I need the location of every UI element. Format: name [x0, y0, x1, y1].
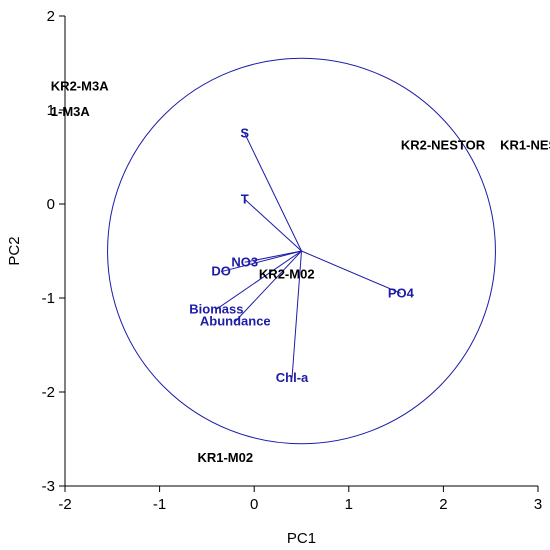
y-tick-label: 0 — [47, 196, 55, 213]
variable-vector — [244, 133, 302, 252]
correlation-circle-layer — [107, 57, 496, 445]
correlation-circle — [107, 57, 496, 445]
x-axis-title: PC1 — [287, 530, 316, 547]
variable-label: PO4 — [388, 285, 415, 300]
y-tick-label: -1 — [42, 290, 55, 307]
variable-vector — [234, 250, 302, 322]
variable-label: T — [241, 191, 249, 206]
x-tick-label: -1 — [153, 496, 166, 513]
x-tick-label: 1 — [345, 496, 353, 513]
variable-vector — [244, 198, 302, 252]
variable-label: Biomass — [189, 301, 243, 316]
sample-label: KR2-NESTOR — [401, 138, 486, 153]
x-tick-label: 0 — [250, 496, 258, 513]
variable-vector — [244, 250, 302, 263]
y-tick-label: 1 — [47, 102, 55, 119]
variable-label: S — [240, 126, 249, 141]
y-axis-title: PC2 — [6, 236, 23, 265]
variable-vector — [291, 250, 302, 378]
x-tick-label: 2 — [439, 496, 447, 513]
variable-vector — [220, 250, 302, 273]
variable-label: Chl-a — [276, 370, 309, 385]
variable-vector — [216, 250, 302, 310]
x-tick-label: 3 — [534, 496, 542, 513]
variable-vector — [301, 250, 402, 294]
x-tick-label: -2 — [58, 496, 71, 513]
sample-label: 1-M3A — [51, 104, 91, 119]
sample-label: KR2-M02 — [259, 267, 315, 282]
y-tick-label: -2 — [42, 384, 55, 401]
variable-label: Abundance — [200, 314, 271, 329]
y-tick-label: 2 — [47, 8, 55, 25]
sample-label: KR1-NESTOR — [500, 138, 550, 153]
variable-vectors-layer — [216, 133, 402, 378]
sample-label: KR2-M3A — [51, 79, 109, 94]
variable-label: NO3 — [231, 254, 258, 269]
variable-label: DO — [211, 264, 231, 279]
sample-label: KR1-M02 — [197, 450, 253, 465]
y-tick-label: -3 — [42, 478, 55, 495]
